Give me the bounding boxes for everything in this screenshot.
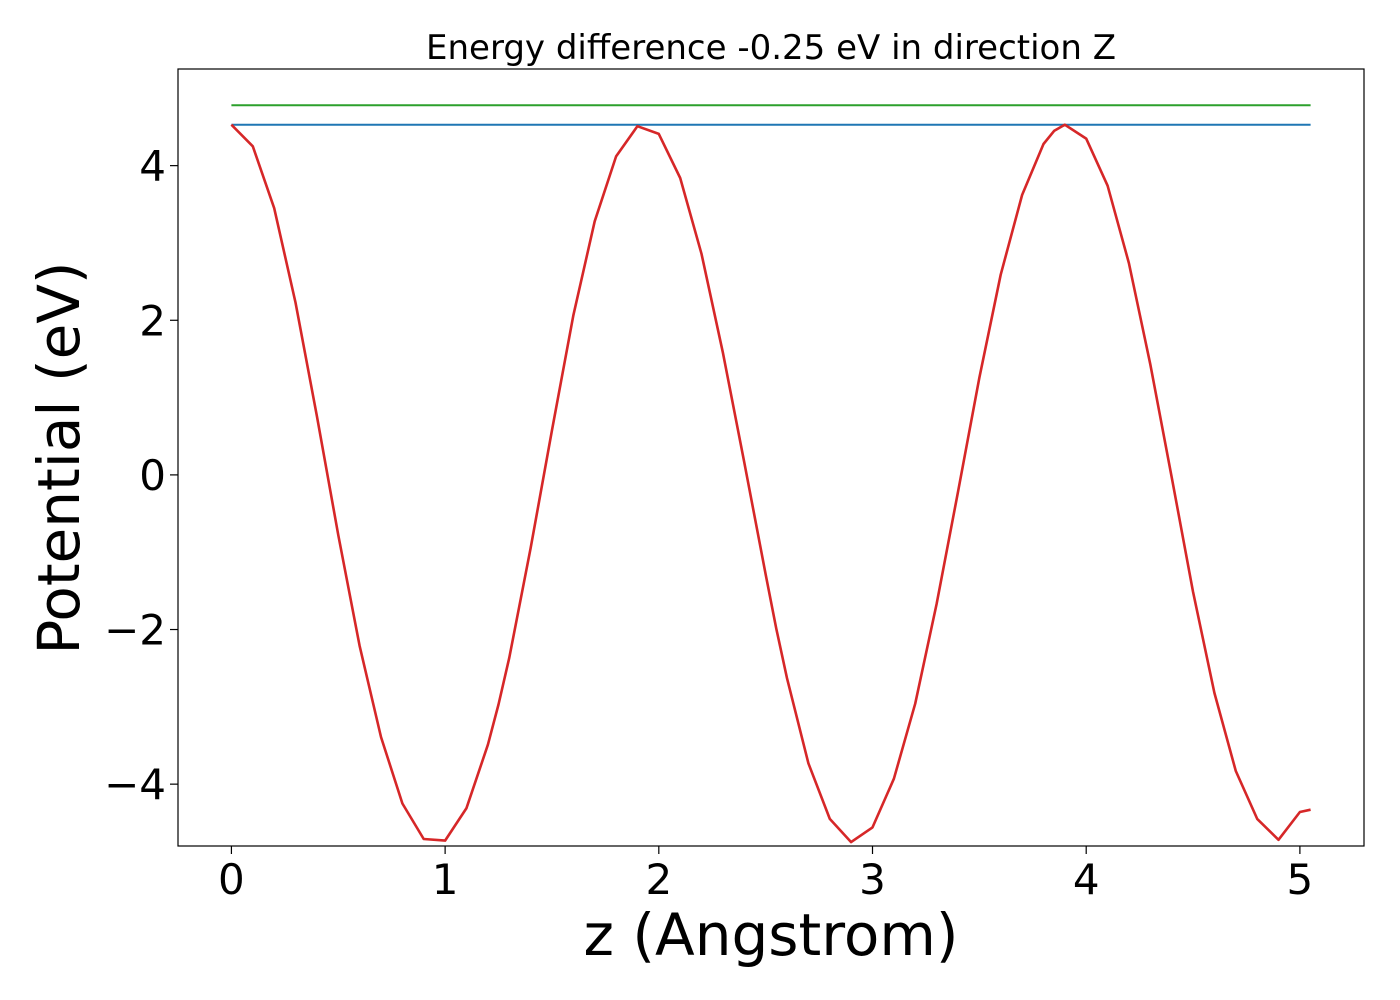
x-tick-label: 5 xyxy=(1287,855,1314,904)
x-axis-label: z (Angstrom) xyxy=(584,901,959,969)
y-tick-label: 0 xyxy=(139,451,166,500)
y-axis-label: Potential (eV) xyxy=(25,261,93,654)
x-tick-label: 4 xyxy=(1073,855,1100,904)
series-line-2 xyxy=(230,123,1311,844)
x-tick-label: 3 xyxy=(859,855,886,904)
x-axis: 0 1 2 3 4 5 xyxy=(218,846,1313,904)
x-tick-label: 2 xyxy=(645,855,672,904)
plot-frame xyxy=(177,68,1365,847)
y-axis: −4 −2 0 2 4 xyxy=(104,142,178,809)
y-tick-label: 2 xyxy=(139,296,166,345)
y-tick-label: 4 xyxy=(139,142,166,191)
plot-lines xyxy=(230,104,1311,844)
x-tick-label: 0 xyxy=(218,855,245,904)
x-tick-label: 1 xyxy=(432,855,459,904)
y-tick-label: −4 xyxy=(104,760,166,809)
y-tick-label: −2 xyxy=(104,606,166,655)
chart-title: Energy difference -0.25 eV in direction … xyxy=(426,28,1116,68)
